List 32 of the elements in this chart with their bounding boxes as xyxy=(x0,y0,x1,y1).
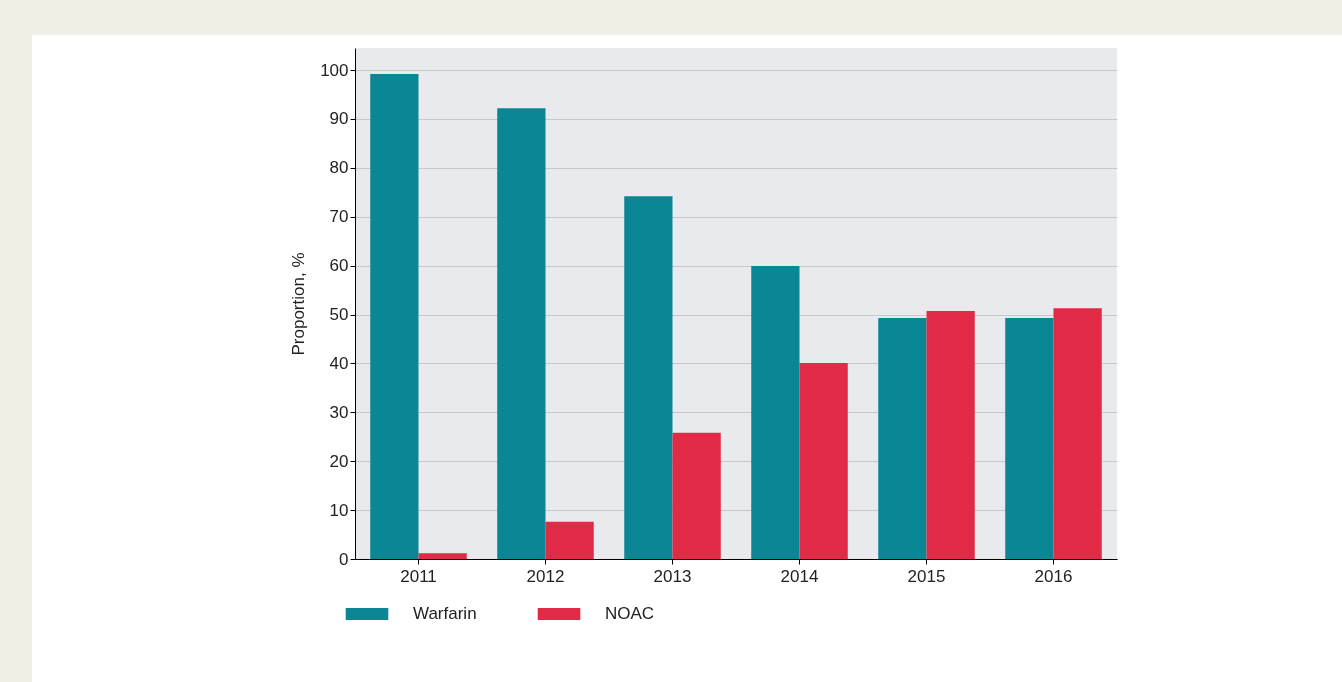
legend-label: Warfarin xyxy=(413,604,477,623)
y-tick-label: 70 xyxy=(329,207,349,227)
y-tick-label: 0 xyxy=(339,549,349,569)
y-tick-label: 80 xyxy=(329,158,349,178)
y-tick-label: 50 xyxy=(329,305,349,324)
y-tick-label: 10 xyxy=(329,500,349,520)
y-tick-label: 90 xyxy=(329,109,349,129)
y-tick-label: 60 xyxy=(329,256,349,276)
bar xyxy=(672,432,721,559)
x-tick-label: 2012 xyxy=(526,566,565,586)
bar xyxy=(799,362,848,559)
bar xyxy=(624,196,673,559)
y-tick-label: 100 xyxy=(320,60,349,80)
bar xyxy=(497,108,546,559)
y-tick-label: 20 xyxy=(329,451,349,471)
bar xyxy=(1005,317,1054,559)
bar xyxy=(878,317,927,559)
y-tick-label: 40 xyxy=(329,353,349,373)
bar xyxy=(418,553,467,559)
x-tick-label: 2016 xyxy=(1034,566,1073,586)
x-tick-label: 2015 xyxy=(907,566,946,586)
bar xyxy=(545,521,594,559)
legend-label: NOAC xyxy=(605,604,655,623)
bar xyxy=(926,311,975,559)
bar xyxy=(751,266,800,559)
x-tick-label: 2011 xyxy=(400,566,437,586)
y-tick-label: 30 xyxy=(329,402,349,422)
y-axis-title: Proportion, % xyxy=(289,252,309,356)
x-tick-label: 2013 xyxy=(653,566,692,586)
x-tick-label: 2014 xyxy=(780,566,819,586)
bar xyxy=(1053,308,1102,559)
bar xyxy=(370,73,419,559)
